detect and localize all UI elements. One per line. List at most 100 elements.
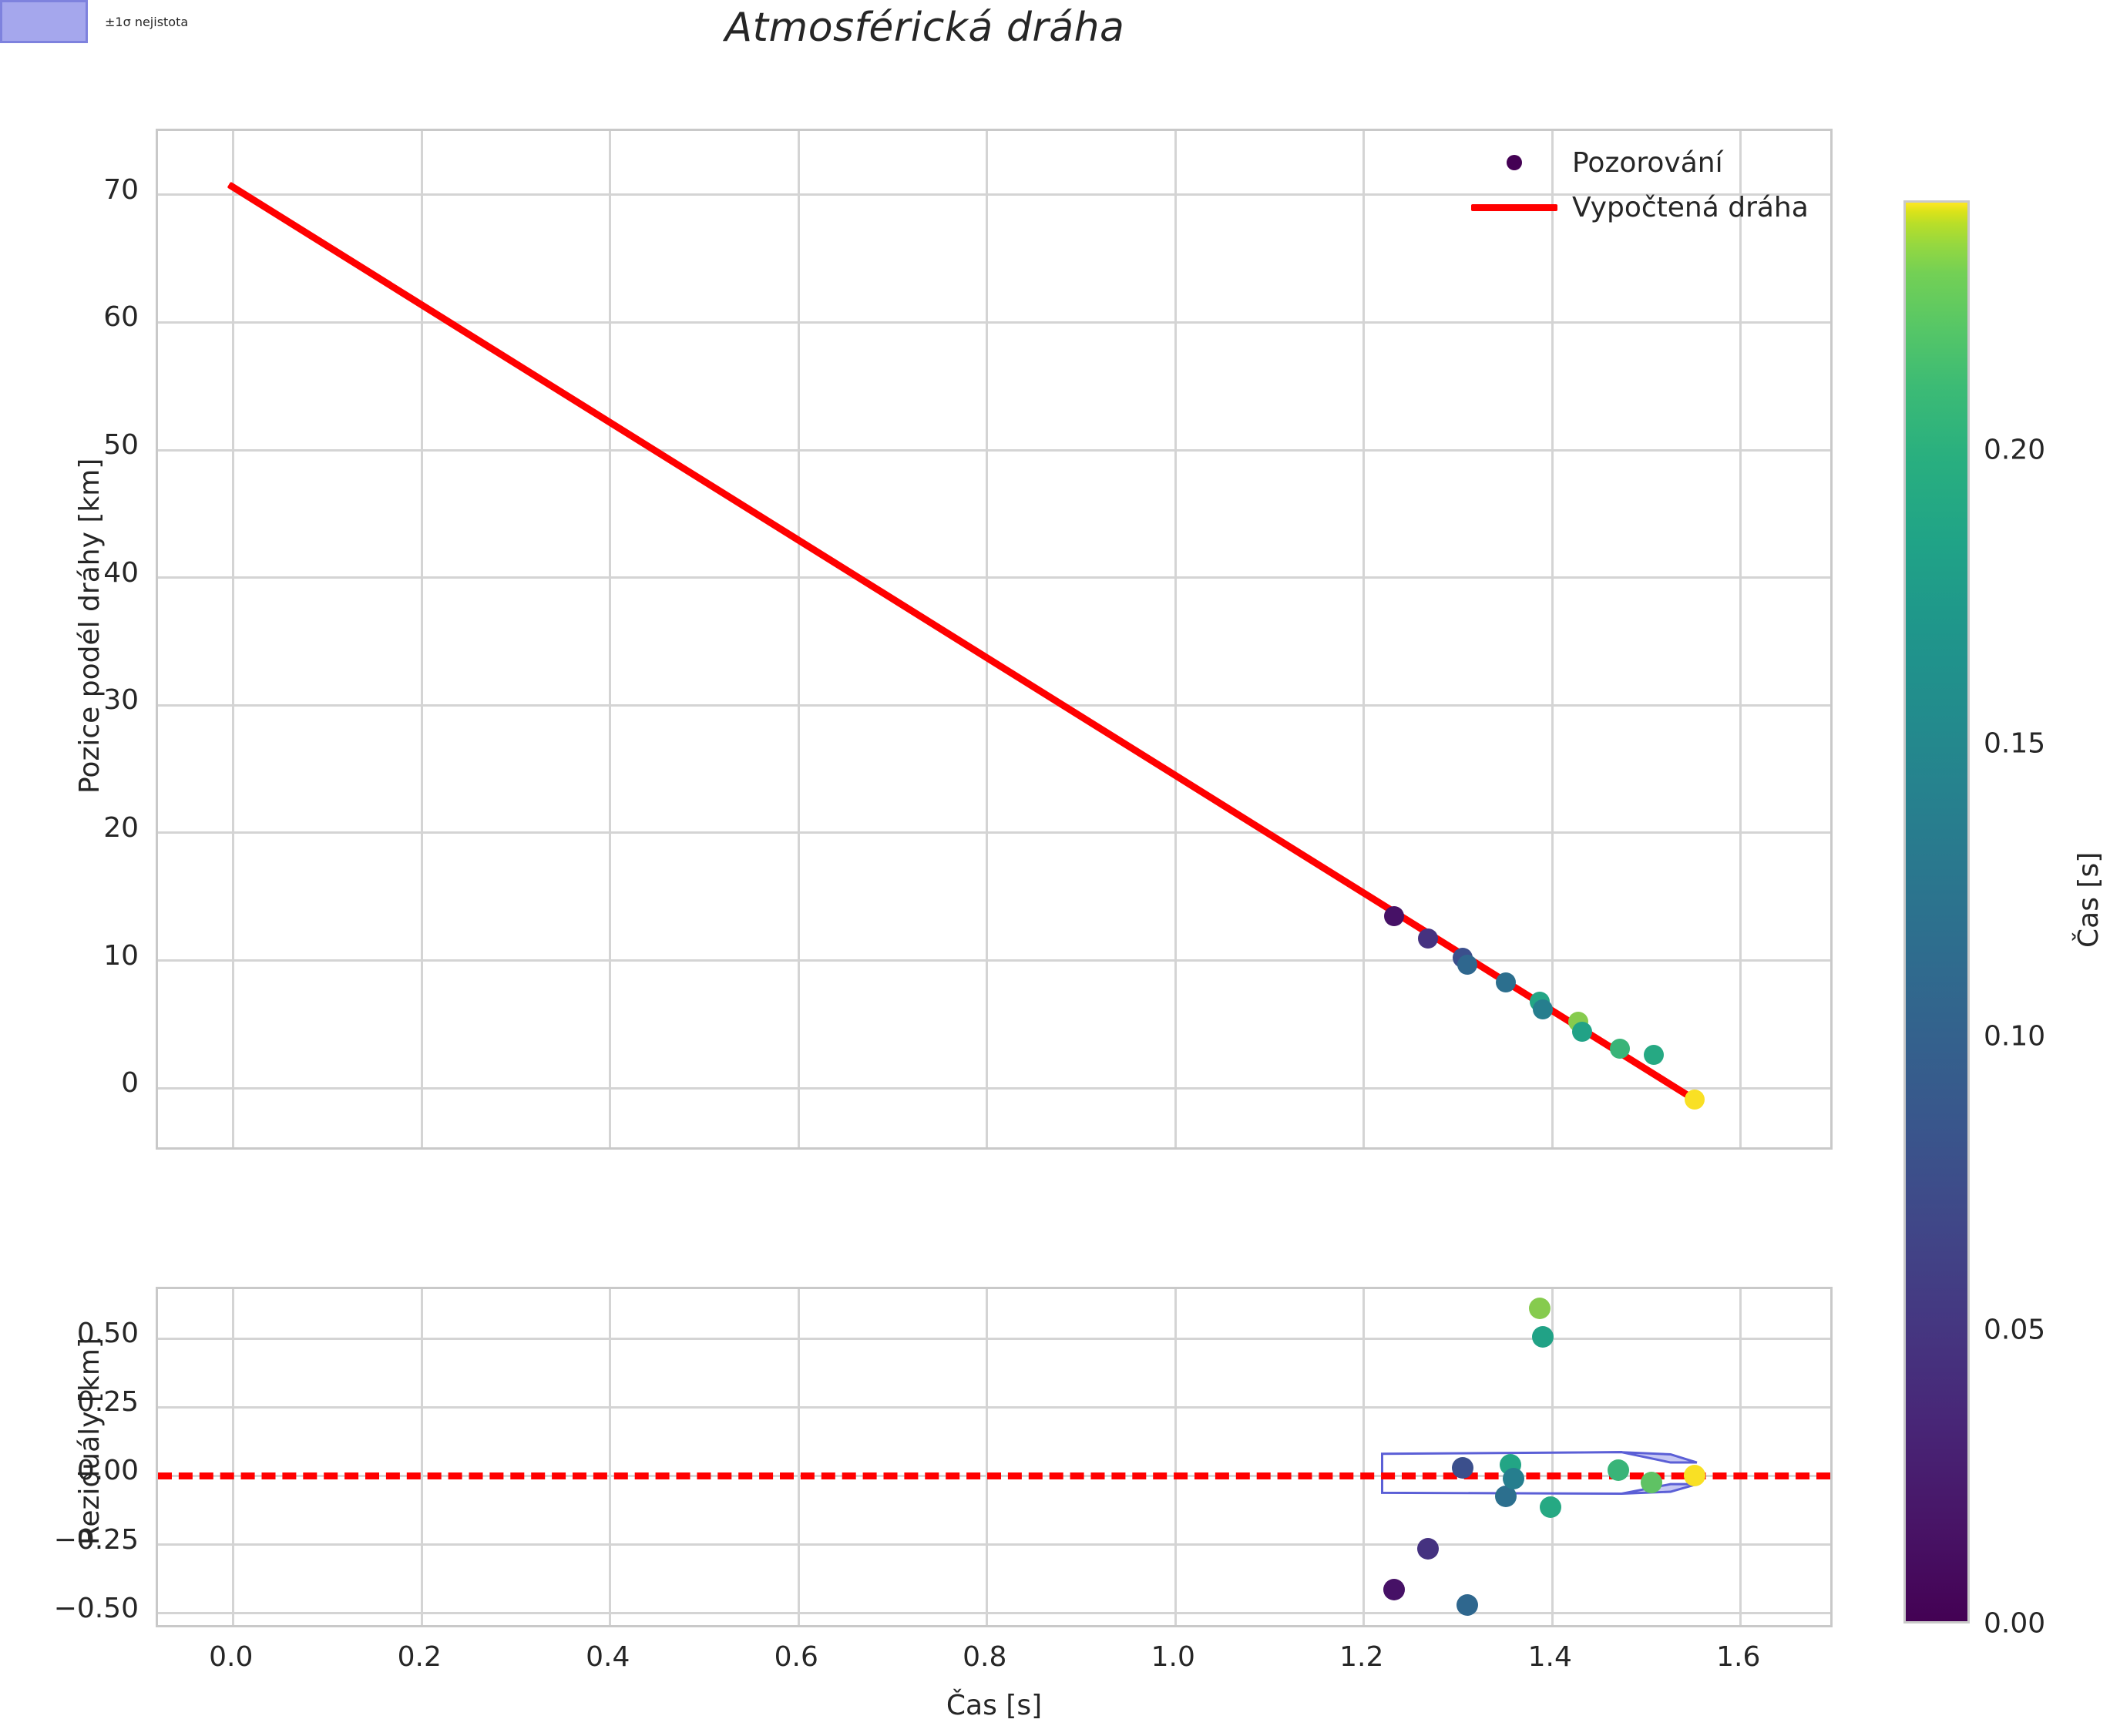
gridline-vertical — [609, 131, 612, 1147]
gridline-horizontal — [158, 576, 1830, 579]
scatter-marker-icon — [1457, 155, 1572, 170]
x-tick-label: 0.4 — [586, 1641, 630, 1673]
observation-point — [1684, 1090, 1705, 1110]
y-tick-label: 40 — [103, 556, 139, 589]
colorbar-gradient — [1903, 200, 1970, 1624]
gridline-vertical — [1362, 1289, 1366, 1625]
colorbar-tick-label: 0.10 — [1984, 1020, 2046, 1053]
residual-point — [1383, 1579, 1405, 1601]
y-tick-label: 0 — [121, 1067, 139, 1100]
gridline-vertical — [1551, 1289, 1554, 1625]
page-title: Atmosférická dráha — [724, 5, 1125, 51]
residual-point — [1683, 1465, 1705, 1487]
line-marker-icon — [1457, 203, 1572, 211]
gridline-horizontal — [158, 1337, 1830, 1340]
gridline-vertical — [1174, 1289, 1177, 1625]
fitted-trajectory-line — [227, 181, 1698, 1104]
y-tick-label: 10 — [103, 939, 139, 972]
observation-point — [1533, 999, 1554, 1019]
y-tick-label: −0.50 — [53, 1592, 139, 1624]
uncertainty-band — [1380, 1451, 1698, 1495]
y-tick-label: −0.25 — [53, 1523, 139, 1556]
x-tick-label: 1.0 — [1151, 1641, 1195, 1673]
colorbar-axis-label: Čas [s] — [2073, 851, 2105, 948]
gridline-vertical — [609, 1289, 612, 1625]
gridline-horizontal — [158, 703, 1830, 707]
gridline-horizontal — [158, 831, 1830, 834]
observation-point — [1457, 954, 1478, 975]
gridline-vertical — [1739, 1289, 1742, 1625]
residual-point — [1529, 1297, 1551, 1319]
colorbar: 0.00 0.05 0.10 0.15 0.20 — [1903, 200, 2045, 1640]
trajectory-legend: Pozorování Vypočtená dráha — [1457, 140, 1809, 230]
residual-point — [1503, 1467, 1525, 1489]
gridline-vertical — [1362, 131, 1366, 1147]
y-tick-label: 50 — [103, 429, 139, 462]
gridline-vertical — [420, 131, 423, 1147]
gridline-vertical — [986, 1289, 989, 1625]
uncertainty-band-swatch — [0, 0, 88, 43]
residual-point — [1539, 1496, 1561, 1519]
colorbar-tick-label: 0.20 — [1984, 434, 2046, 466]
gridline-vertical — [232, 131, 235, 1147]
gridline-vertical — [1174, 131, 1177, 1147]
trajectory-plot-axes — [156, 129, 1833, 1150]
gridline-vertical — [797, 131, 800, 1147]
x-tick-label: 0.8 — [963, 1641, 1007, 1673]
gridline-horizontal — [158, 1612, 1830, 1615]
y-tick-label: 0.00 — [76, 1455, 139, 1487]
observation-point — [1610, 1038, 1631, 1059]
colorbar-tick-label: 0.15 — [1984, 727, 2046, 760]
trajectory-plot-area — [158, 131, 1830, 1147]
gridline-horizontal — [158, 1086, 1830, 1090]
gridline-vertical — [986, 131, 989, 1147]
y-tick-label: 0.25 — [76, 1386, 139, 1419]
x-tick-label: 0.2 — [397, 1641, 442, 1673]
gridline-horizontal — [158, 193, 1830, 196]
residual-plot-area — [158, 1289, 1830, 1625]
legend-label-uncertainty: ±1σ nejistota — [105, 14, 189, 29]
observation-point — [1417, 928, 1438, 949]
zero-reference-line — [158, 1472, 1830, 1479]
x-tick-label: 1.2 — [1339, 1641, 1384, 1673]
residual-point — [1416, 1537, 1439, 1560]
trajectory-y-axis-label: Pozice podél dráhy [km] — [74, 458, 106, 794]
x-axis-label: Čas [s] — [946, 1690, 1043, 1721]
gridline-vertical — [1551, 131, 1554, 1147]
residual-point — [1452, 1456, 1474, 1479]
gridline-horizontal — [158, 1543, 1830, 1546]
x-tick-label: 1.6 — [1716, 1641, 1761, 1673]
colorbar-tick-label: 0.05 — [1984, 1314, 2046, 1346]
y-tick-label: 20 — [103, 811, 139, 844]
observation-point — [1644, 1045, 1665, 1066]
y-tick-label: 60 — [103, 301, 139, 334]
residual-point — [1457, 1593, 1479, 1616]
residual-legend: ±1σ nejistota — [0, 0, 2110, 43]
residual-y-axis-label: Reziduály [km] — [74, 1338, 106, 1545]
observation-point — [1572, 1022, 1593, 1043]
legend-item-observations: Pozorování — [1457, 140, 1809, 185]
residual-point — [1532, 1326, 1554, 1348]
uncertainty-band-polygon — [1380, 1451, 1698, 1495]
gridline-horizontal — [158, 321, 1830, 324]
x-tick-label: 1.4 — [1527, 1641, 1572, 1673]
y-tick-label: 0.50 — [76, 1318, 139, 1350]
gridline-vertical — [232, 1289, 235, 1625]
residual-point — [1607, 1459, 1629, 1482]
observation-point — [1383, 905, 1404, 926]
colorbar-tick-label: 0.00 — [1984, 1607, 2046, 1640]
x-tick-label: 0.0 — [209, 1641, 254, 1673]
residual-point — [1640, 1472, 1662, 1494]
residual-plot-axes — [156, 1287, 1833, 1627]
gridline-vertical — [1739, 131, 1742, 1147]
gridline-vertical — [797, 1289, 800, 1625]
y-tick-label: 70 — [103, 173, 139, 206]
gridline-horizontal — [158, 959, 1830, 962]
legend-label-observations: Pozorování — [1572, 146, 1723, 179]
gridline-horizontal — [158, 448, 1830, 452]
gridline-horizontal — [158, 1405, 1830, 1409]
gridline-vertical — [420, 1289, 423, 1625]
legend-label-fitted-track: Vypočtená dráha — [1572, 191, 1809, 223]
legend-item-fitted-track: Vypočtená dráha — [1457, 185, 1809, 230]
